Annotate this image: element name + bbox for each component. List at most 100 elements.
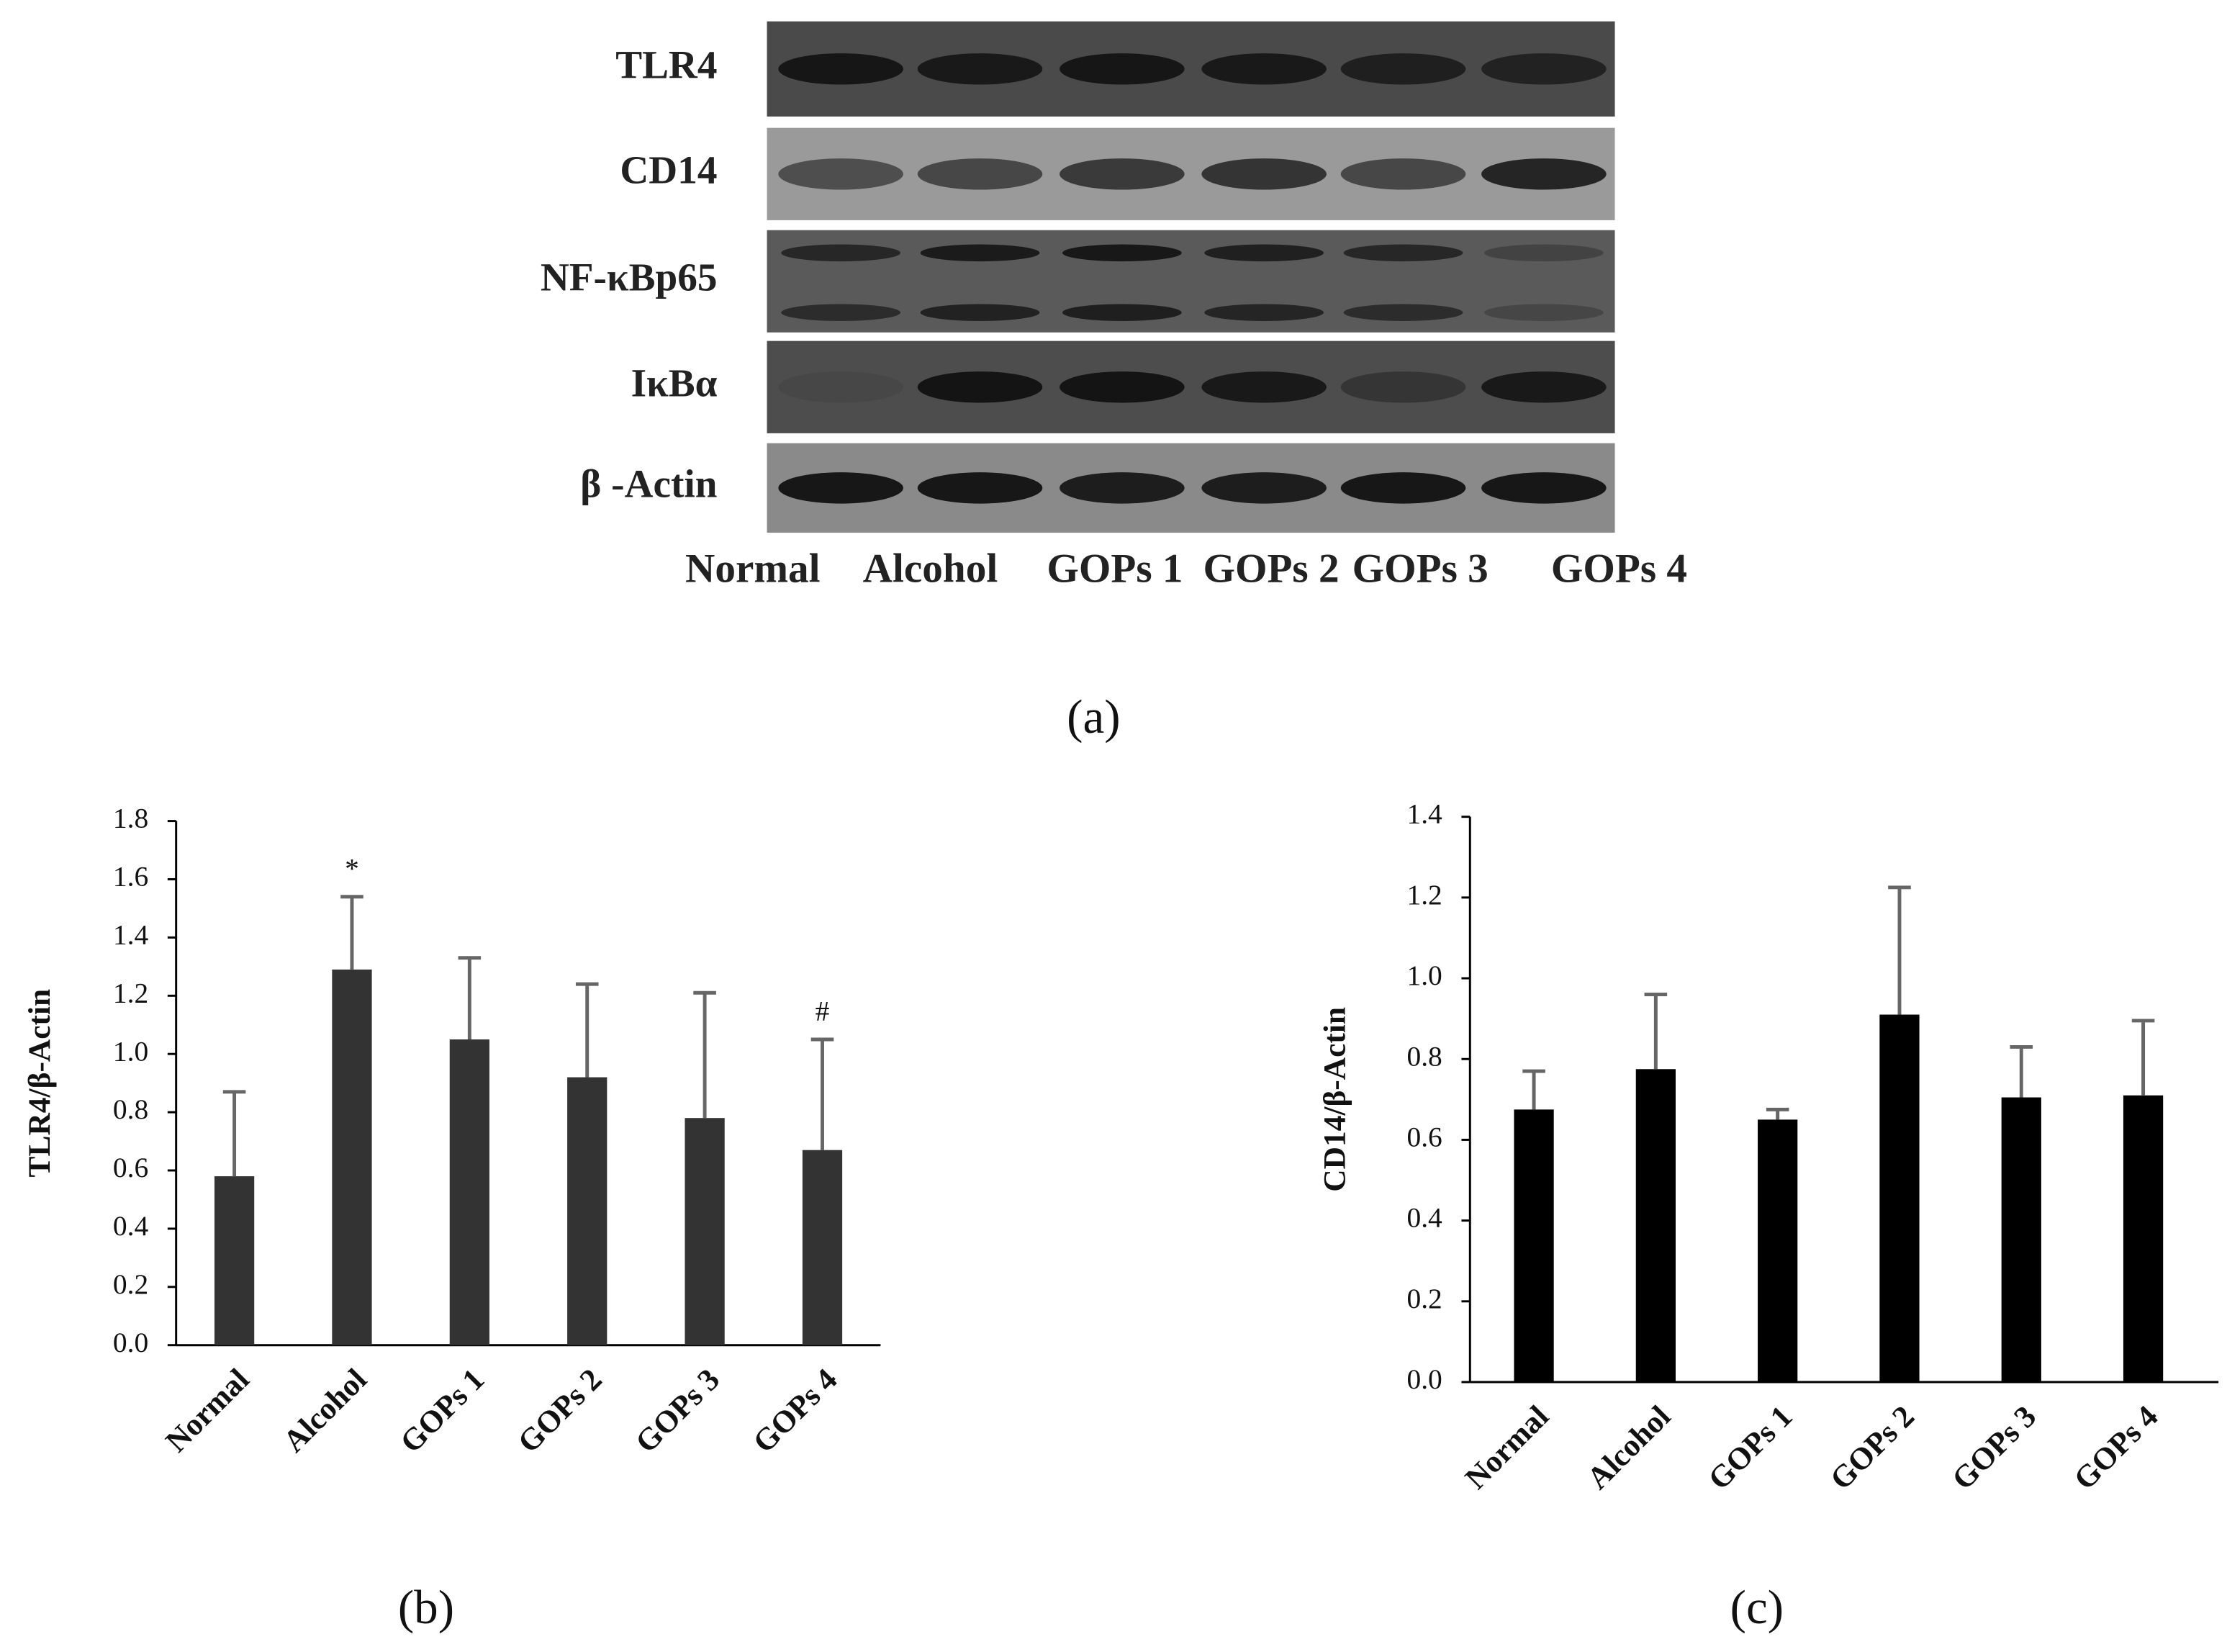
western-blot: (a) TLR4 CD14 NF-κBp65 IκBα β -Actin Normal Al… (541, 21, 1687, 744)
lane-label: Normal (685, 546, 821, 591)
band (778, 472, 903, 504)
lane-label: GOPs 4 (1551, 546, 1687, 591)
y-tick-label: 0.8 (1406, 1040, 1442, 1072)
band (1201, 472, 1327, 504)
y-tick-label: 1.4 (1406, 798, 1442, 830)
error-bar (340, 895, 363, 970)
band (1201, 53, 1327, 85)
protein-label: IκBα (631, 361, 718, 405)
error-bar (575, 982, 599, 1078)
lane-label: GOPs 2 (1203, 546, 1339, 591)
significance-mark: * (345, 852, 359, 884)
band (1481, 53, 1607, 85)
y-tick-label: 0.0 (1406, 1363, 1442, 1395)
lane-label: GOPs 3 (1352, 546, 1489, 591)
error-bar (693, 990, 716, 1119)
panel-label: (b) (398, 1580, 454, 1634)
band (1340, 158, 1466, 190)
band (1484, 304, 1604, 322)
bar-chart: 0.0 0.2 0.4 0.6 0.8 1.0 1.2 1.4 CD14/β-Actin Norm… (1318, 798, 2219, 1634)
error-bar (2131, 1019, 2155, 1096)
x-tick-label: GOPs 2 (511, 1362, 608, 1459)
bar (214, 1176, 255, 1345)
band (781, 304, 901, 322)
band (1201, 158, 1327, 190)
bar (685, 1118, 725, 1345)
y-tick-label: 0.6 (1406, 1121, 1442, 1153)
band (917, 472, 1043, 504)
bar (1758, 1119, 1798, 1383)
band (1060, 472, 1185, 504)
y-tick-label: 1.4 (113, 918, 149, 950)
x-tick-label: GOPs 3 (629, 1362, 726, 1459)
y-tick-label: 0.8 (113, 1093, 148, 1125)
panel-label: (a) (1067, 690, 1120, 744)
x-tick-label: GOPs 4 (2067, 1399, 2164, 1497)
error-bar (1644, 993, 1668, 1070)
lane-label: GOPs 1 (1047, 546, 1183, 591)
band (1340, 53, 1466, 85)
y-tick-label: 1.6 (113, 861, 148, 893)
bar (2001, 1097, 2041, 1383)
band (920, 304, 1040, 322)
error-bar (222, 1090, 246, 1177)
x-tick-label: Normal (1458, 1399, 1555, 1497)
bar (449, 1039, 489, 1345)
y-tick-label: 1.8 (113, 803, 148, 834)
bar-chart: 0.0 0.2 0.4 0.6 0.8 1.0 1.2 1.4 1.6 1.8 TLR4/β-Act… (22, 803, 881, 1634)
blot-strip (767, 230, 1615, 333)
bar (1879, 1014, 1920, 1383)
y-tick-label: 0.4 (113, 1210, 149, 1242)
band (1060, 371, 1185, 403)
error-bar (1522, 1069, 1545, 1110)
bar (567, 1077, 607, 1345)
band (1343, 304, 1463, 322)
error-bar (1766, 1107, 1789, 1120)
y-tick-label: 1.0 (1406, 960, 1442, 991)
x-tick-label: GOPs 1 (394, 1362, 491, 1459)
band (917, 158, 1043, 190)
blot-strip (767, 21, 1615, 117)
x-tick-label: GOPs 1 (1702, 1399, 1799, 1497)
blot-strip (767, 443, 1615, 533)
band (1484, 244, 1604, 262)
band (1062, 244, 1182, 262)
band (1201, 371, 1327, 403)
x-tick-label: Normal (159, 1362, 256, 1459)
band (1481, 158, 1607, 190)
protein-label: NF-κBp65 (541, 255, 718, 299)
y-axis-label: TLR4/β-Actin (22, 989, 57, 1178)
band (917, 53, 1043, 85)
protein-label: CD14 (620, 148, 717, 191)
band (920, 244, 1040, 262)
y-tick-label: 1.2 (113, 977, 148, 1008)
protein-label: TLR4 (615, 42, 717, 86)
lane-label: Alcohol (863, 546, 998, 591)
band (778, 53, 903, 85)
x-tick-label: GOPs 2 (1823, 1399, 1920, 1497)
blot-strip (767, 127, 1615, 220)
y-tick-label: 1.0 (113, 1035, 148, 1067)
x-tick-label: GOPs 4 (746, 1362, 844, 1459)
band (1060, 53, 1185, 85)
band (1062, 304, 1182, 322)
protein-label: β -Actin (580, 462, 717, 506)
bar (1635, 1069, 1676, 1383)
panel-label: (c) (1730, 1580, 1784, 1634)
y-tick-label: 0.2 (1406, 1283, 1442, 1314)
band (1204, 244, 1324, 262)
bar (332, 969, 372, 1345)
error-bar (2010, 1044, 2033, 1098)
bar (1514, 1109, 1554, 1383)
x-tick-label: GOPs 3 (1946, 1399, 2043, 1497)
y-tick-label: 0.4 (1406, 1202, 1442, 1234)
bar (2123, 1095, 2164, 1383)
band (1481, 472, 1607, 504)
band (781, 244, 901, 262)
band (1340, 472, 1466, 504)
band (1343, 244, 1463, 262)
band (917, 371, 1043, 403)
band (778, 371, 903, 403)
error-bar (458, 956, 482, 1039)
